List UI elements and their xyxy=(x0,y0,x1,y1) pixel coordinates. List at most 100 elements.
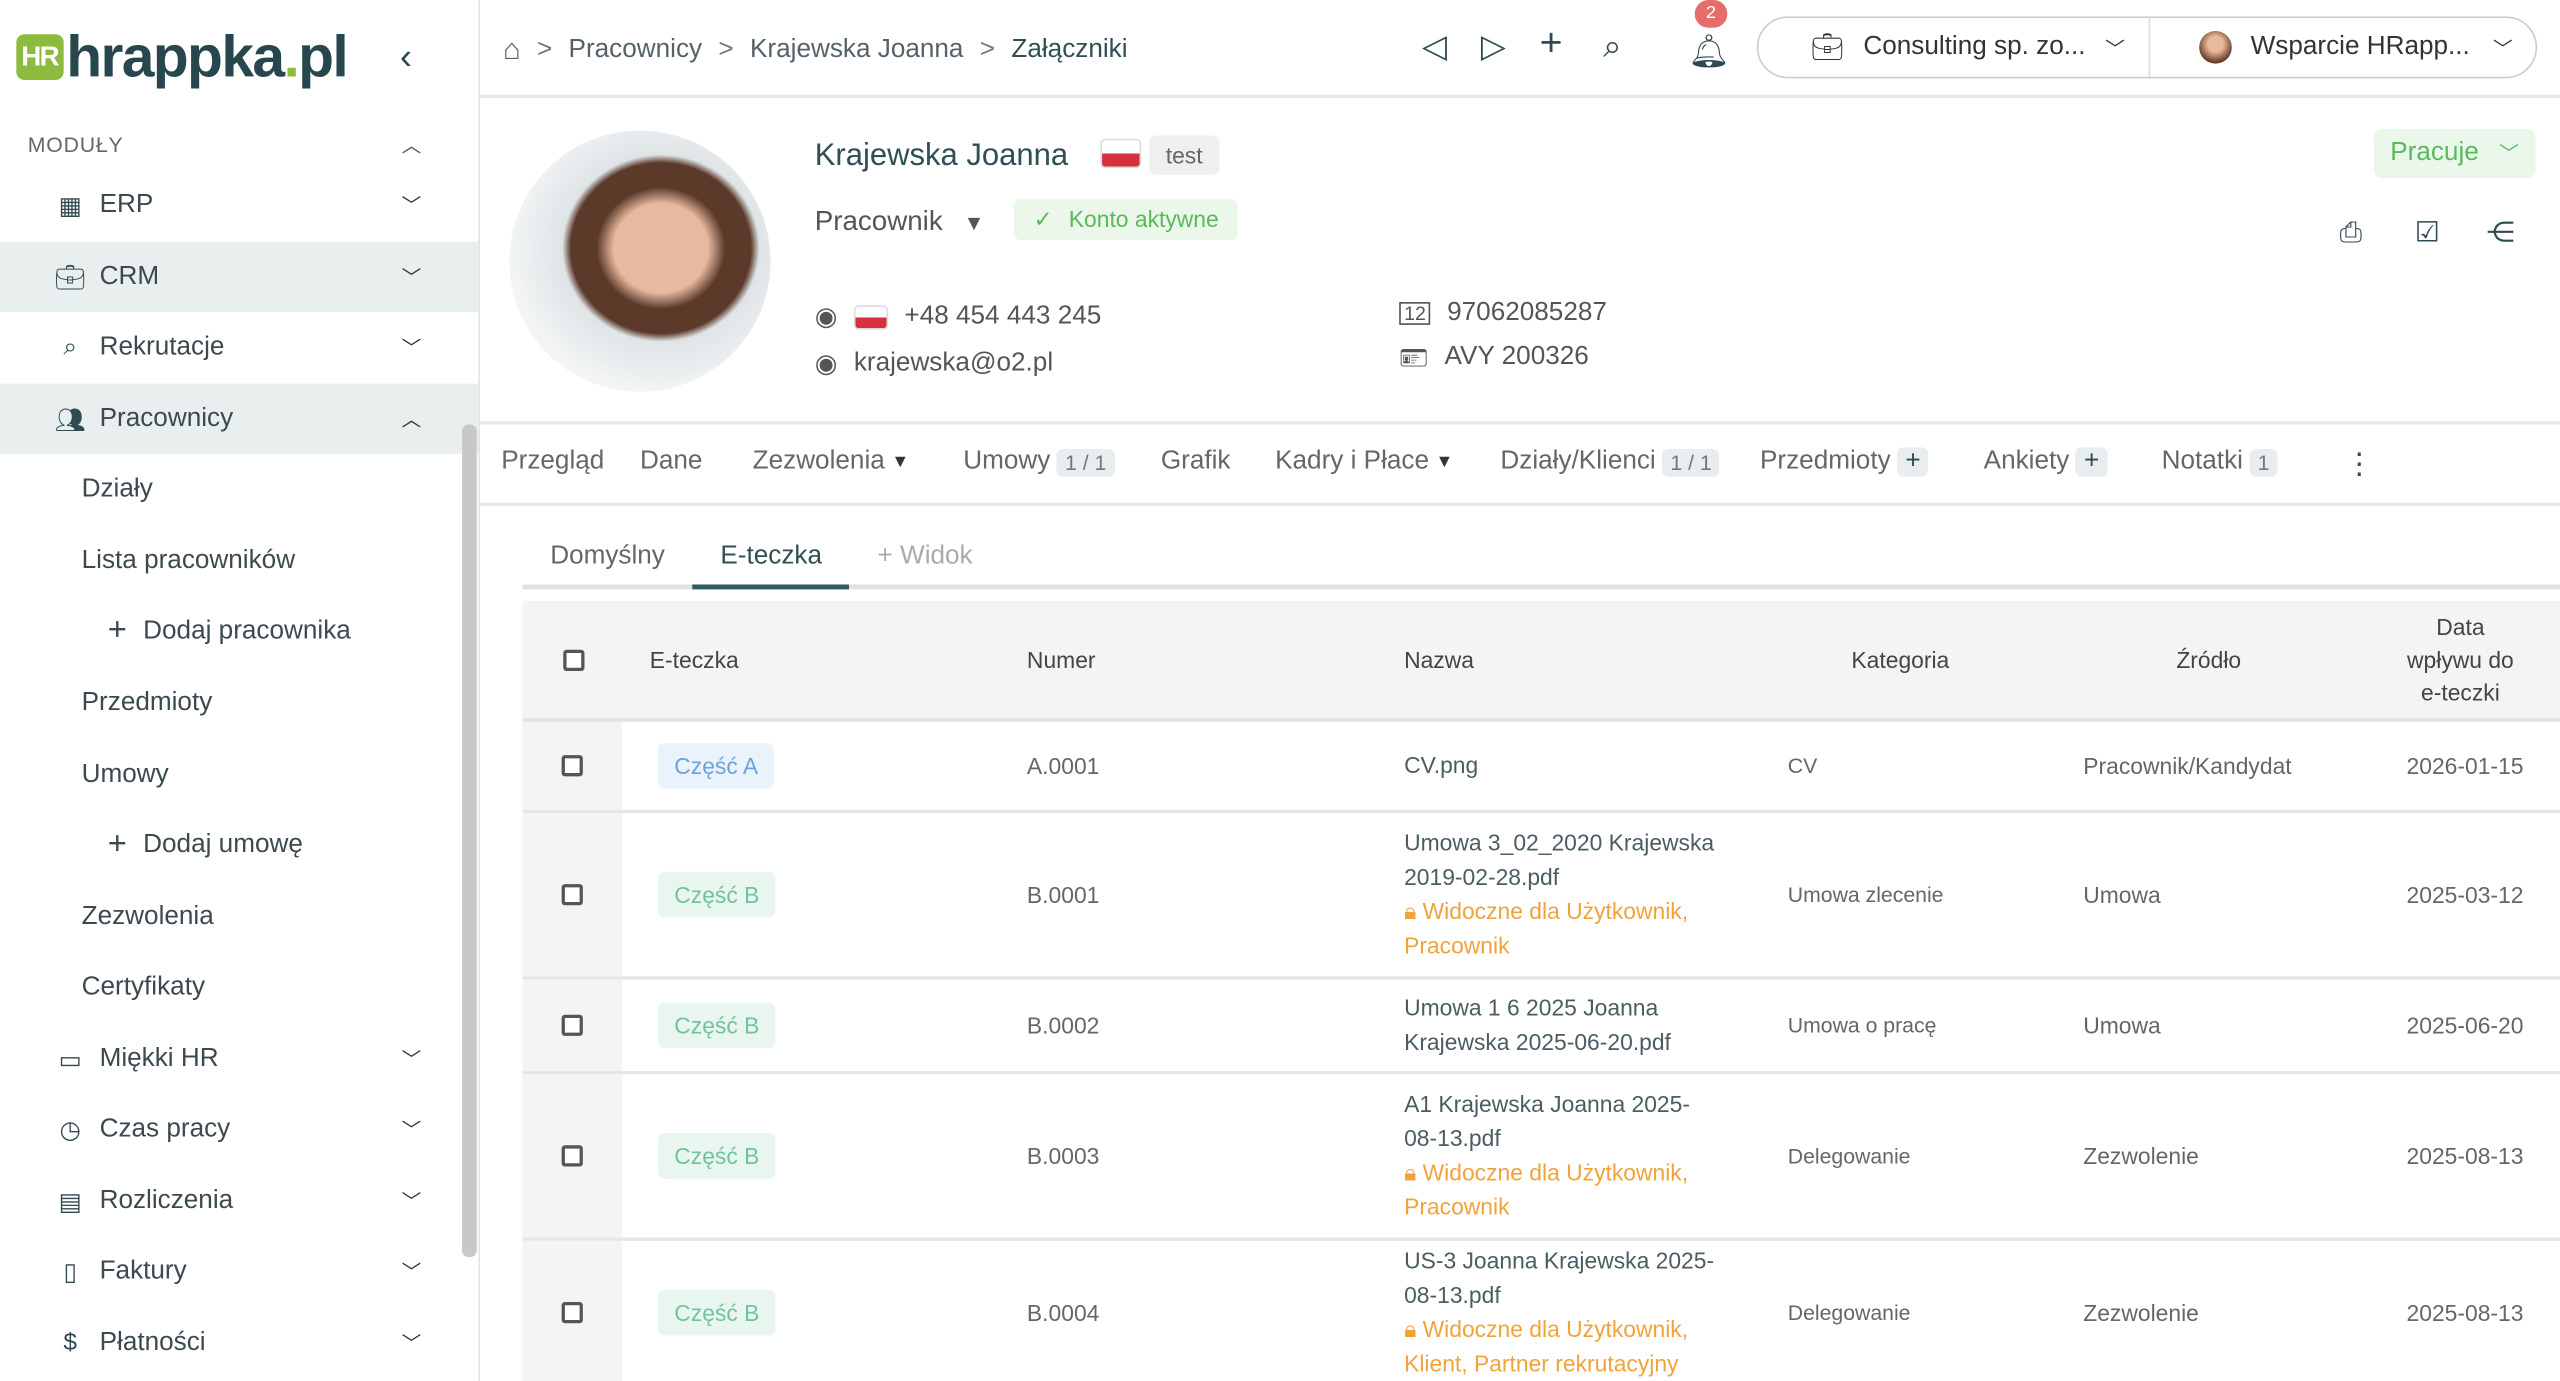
context-selector: 💼︎ Consulting sp. zo... ﹀ Wsparcie HRapp..… xyxy=(1756,16,2538,79)
row-checkbox[interactable] xyxy=(561,1145,583,1167)
eye-icon[interactable]: ◉ xyxy=(814,303,838,332)
file-link[interactable]: Umowa 3_02_2020 Krajewska 2019-02-28.pdf xyxy=(1404,829,1715,890)
header-nazwa[interactable]: Nazwa xyxy=(1404,646,1474,673)
briefcase-icon: 💼︎ xyxy=(1810,34,1844,63)
table-row[interactable]: Część A A.0001 CV.png CV Pracownik/Kandy… xyxy=(522,721,2560,814)
sidebar-item-miękki-hr[interactable]: ▭ Miękki HR ﹀ xyxy=(0,1024,478,1094)
role-dropdown[interactable]: Pracownik ▼ xyxy=(814,205,985,237)
collapse-sidebar-icon[interactable]: ‹ xyxy=(399,35,412,77)
tab-ankiety[interactable]: Ankiety + xyxy=(1984,447,2108,477)
view-tab-default[interactable]: Domyślny xyxy=(550,542,665,570)
add-view-button[interactable]: + Widok xyxy=(877,542,973,570)
sidebar-item-dodaj-pracownika[interactable]: + Dodaj pracownika xyxy=(0,596,478,666)
more-vertical-icon[interactable]: ⋮ xyxy=(2344,447,2374,480)
header-data[interactable]: Data wpływu do e-teczki xyxy=(2407,613,2514,706)
sidebar-item-label: Rozliczenia xyxy=(99,1186,234,1214)
tab-przegląd[interactable]: Przegląd xyxy=(501,447,605,476)
tab-działy-klienci[interactable]: Działy/Klienci 1 / 1 xyxy=(1500,447,1720,476)
tab-umowy[interactable]: Umowy 1 / 1 xyxy=(963,447,1115,476)
logo[interactable]: HR hrappka.pl xyxy=(16,23,349,92)
sidebar-item-czas-pracy[interactable]: ◷ Czas pracy ﹀ xyxy=(0,1094,478,1164)
employment-status-dropdown[interactable]: Pracuje ﹀ xyxy=(2373,128,2536,178)
sidebar-item-label: Miękki HR xyxy=(99,1044,219,1072)
row-checkbox[interactable] xyxy=(561,1302,583,1324)
file-link[interactable]: Umowa 1 6 2025 Joanna Krajewska 2025-06-… xyxy=(1404,994,1671,1055)
plus-icon: + xyxy=(107,826,127,863)
back-icon[interactable]: ◁ xyxy=(1422,29,1448,66)
sidebar-item-lista-pracowników[interactable]: Lista pracowników xyxy=(0,526,478,596)
part-chip: Część B xyxy=(657,1289,776,1336)
search-icon[interactable]: ⌕ xyxy=(1603,29,1622,66)
sidebar-item-działy[interactable]: Działy xyxy=(0,454,478,524)
file-link[interactable]: A1 Krajewska Joanna 2025-08-13.pdf xyxy=(1404,1090,1690,1152)
user-selector[interactable]: Wsparcie HRapp... ﹀ xyxy=(2147,17,2536,77)
table-row[interactable]: Część B B.0002 Umowa 1 6 2025 Joanna Kra… xyxy=(522,979,2560,1075)
table-row[interactable]: Część B B.0004 US-3 Joanna Krajewska 202… xyxy=(522,1240,2560,1381)
sidebar-item-pracownicy[interactable]: 👥︎ Pracownicy ︿ xyxy=(0,383,479,454)
print-icon[interactable]: ⎙ xyxy=(2339,217,2362,249)
sidebar-item-rekrutacje[interactable]: ⌕ Rekrutacje ﹀ xyxy=(0,312,478,382)
name-cell: CV.png xyxy=(1404,749,1722,783)
lock-icon: 🔒︎ xyxy=(1404,1315,1417,1343)
tab-przedmioty[interactable]: Przedmioty + xyxy=(1760,447,1929,477)
date-cell: 2025-08-13 xyxy=(2406,1299,2524,1326)
check-circle-icon: ✓ xyxy=(1033,205,1053,232)
plus-icon[interactable]: + xyxy=(1897,447,1929,477)
plus-icon[interactable]: + xyxy=(1539,21,1563,66)
sidebar-item-label: Dodaj umowę xyxy=(143,830,303,858)
file-link[interactable]: CV.png xyxy=(1404,751,1479,778)
tab-zezwolenia[interactable]: Zezwolenia ▼ xyxy=(752,447,910,476)
table-row[interactable]: Część B B.0003 A1 Krajewska Joanna 2025-… xyxy=(522,1074,2560,1241)
sidebar-item-crm[interactable]: 💼︎ CRM ﹀ xyxy=(0,241,479,312)
scrollbar[interactable] xyxy=(462,424,477,1258)
chevron-up-icon[interactable]: ︿ xyxy=(401,133,422,157)
breadcrumb-item[interactable]: Krajewska Joanna xyxy=(749,35,964,63)
select-all-checkbox[interactable] xyxy=(563,649,585,672)
forward-icon[interactable]: ▷ xyxy=(1480,29,1506,66)
row-checkbox[interactable] xyxy=(561,755,583,777)
source-cell: Umowa xyxy=(2083,881,2161,908)
tab-kadry-i-płace[interactable]: Kadry i Płace ▼ xyxy=(1275,447,1454,476)
sidebar-item-płatności[interactable]: $ Płatności ﹀ xyxy=(0,1308,478,1378)
share-icon[interactable]: ⋲ xyxy=(2486,217,2515,249)
header-zrodlo[interactable]: Źródło xyxy=(2176,646,2242,673)
category-cell: Umowa o pracę xyxy=(1787,1013,1937,1038)
eye-icon[interactable]: ◉ xyxy=(814,351,838,379)
sidebar-item-certyfikaty[interactable]: Certyfikaty xyxy=(0,952,478,1022)
tab-grafik[interactable]: Grafik xyxy=(1160,447,1231,476)
view-tab-eteczka[interactable]: E-teczka xyxy=(692,529,850,590)
chevron-down-icon: ﹀ xyxy=(401,1048,422,1072)
sidebar-item-erp[interactable]: ▦ ERP ﹀ xyxy=(0,170,478,240)
row-checkbox[interactable] xyxy=(561,884,583,906)
number-cell: B.0003 xyxy=(1026,1142,1100,1169)
count-badge: 1 / 1 xyxy=(1662,448,1720,476)
sidebar-item-dodaj-umowę[interactable]: + Dodaj umowę xyxy=(0,810,478,880)
account-status-badge: ✓ Konto aktywne xyxy=(1013,199,1239,240)
home-icon[interactable]: ⌂ xyxy=(502,32,521,66)
sidebar-item-label: Przedmioty xyxy=(81,688,213,716)
sidebar: HR hrappka.pl ‹ MODUŁY ︿ ▦ ERP ﹀ 💼︎ CRM ﹀ ⌕ Rekr… xyxy=(0,0,480,1381)
tab-dane[interactable]: Dane xyxy=(639,447,703,476)
sidebar-item-umowy[interactable]: Umowy xyxy=(0,740,478,810)
count-badge: 1 / 1 xyxy=(1056,448,1115,476)
header-numer[interactable]: Numer xyxy=(1026,646,1096,673)
sidebar-item-zezwolenia[interactable]: Zezwolenia xyxy=(0,882,478,952)
breadcrumb-item[interactable]: Załączniki xyxy=(1011,35,1128,63)
plus-icon[interactable]: + xyxy=(2075,447,2108,477)
file-link[interactable]: US-3 Joanna Krajewska 2025-08-13.pdf xyxy=(1404,1247,1715,1308)
sidebar-item-rozliczenia[interactable]: ▤ Rozliczenia ﹀ xyxy=(0,1166,478,1236)
breadcrumb-item[interactable]: Pracownicy xyxy=(568,35,703,63)
poland-flag-icon xyxy=(1099,138,1141,169)
row-checkbox[interactable] xyxy=(561,1014,583,1036)
sidebar-item-faktury[interactable]: ▯ Faktury ﹀ xyxy=(0,1236,478,1306)
teacher-icon: ▭ xyxy=(58,1045,82,1074)
employee-name: Krajewska Joanna xyxy=(815,138,1141,175)
company-selector[interactable]: 💼︎ Consulting sp. zo... ﹀ xyxy=(1810,32,2125,63)
bell-icon[interactable]: 🔔︎ xyxy=(1688,34,1730,71)
header-eteczka[interactable]: E-teczka xyxy=(649,646,739,673)
tab-notatki[interactable]: Notatki 1 xyxy=(2162,447,2278,476)
calendar-check-icon[interactable]: ☑ xyxy=(2414,217,2440,249)
header-kategoria[interactable]: Kategoria xyxy=(1851,646,1950,673)
table-row[interactable]: Część B B.0001 Umowa 3_02_2020 Krajewska… xyxy=(522,813,2560,980)
sidebar-item-przedmioty[interactable]: Przedmioty xyxy=(0,668,478,738)
